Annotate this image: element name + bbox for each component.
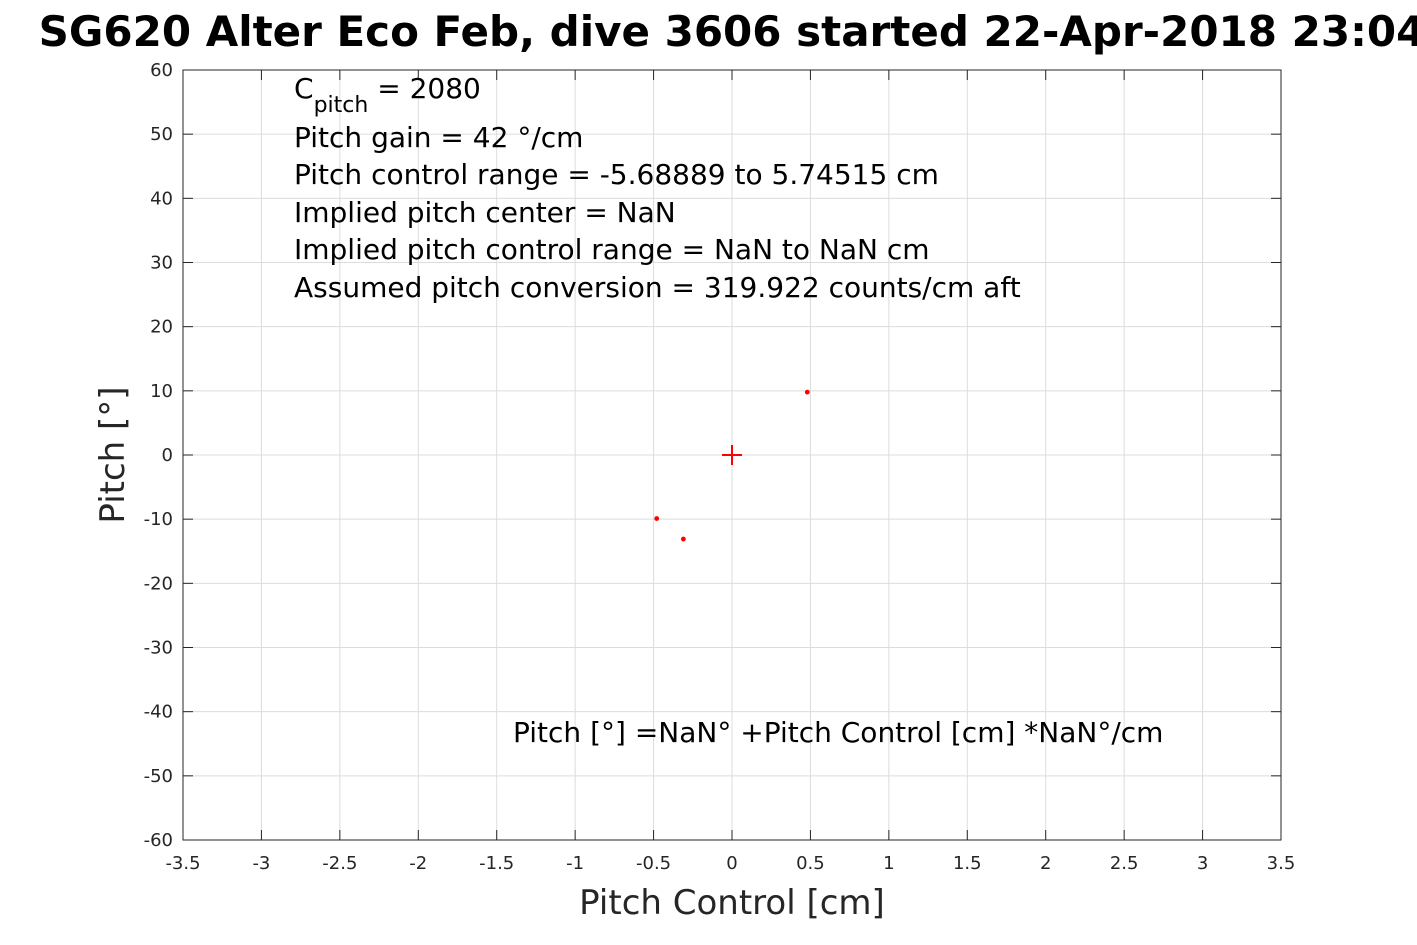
pitch-control-range-text: Pitch control range = -5.68889 to 5.7451… [294,158,939,191]
y-tick-label: 50 [150,124,173,145]
x-tick-label: -3 [252,853,270,874]
x-tick-label: 0 [726,853,737,874]
y-tick-label: 40 [150,188,173,209]
data-point [804,389,810,395]
implied-pitch-control-range-text: Implied pitch control range = NaN to NaN… [294,233,930,266]
data-series [654,389,810,542]
x-tick-label: 1 [883,853,894,874]
y-axis-label: Pitch [°] [93,386,133,523]
y-tick-label: -10 [144,509,173,530]
assumed-pitch-conversion-text: Assumed pitch conversion = 319.922 count… [294,271,1021,304]
y-tick-label: -60 [144,830,173,851]
x-tick-label: 1.5 [953,853,982,874]
c-pitch-main: C [294,72,314,105]
x-tick-label: 2.5 [1110,853,1139,874]
data-point [654,516,660,521]
center-plus-marker [722,445,742,465]
y-tick-labels: 60 50 40 30 20 10 0 -10 -20 -30 -40 -50 -60 [144,60,173,851]
pitch-gain-text: Pitch gain = 42 °/cm [294,121,583,154]
x-tick-label: 2 [1040,853,1051,874]
y-tick-label: -50 [144,766,173,787]
x-tick-labels: -3.5 -3 -2.5 -2 -1.5 -1 -0.5 0 0.5 1 1.5 2 2.5 3 3.5 [165,853,1295,874]
x-tick-label: 0.5 [796,853,825,874]
y-tick-label: -30 [144,638,173,659]
grid [182,69,1282,841]
c-pitch-value: = 2080 [368,72,481,105]
x-tick-label: -0.5 [636,853,671,874]
axis-ticks [182,69,1282,841]
y-tick-label: 30 [150,253,173,274]
chart-title: SG620 Alter Eco Feb, dive 3606 started 2… [39,7,1417,56]
y-tick-label: 20 [150,317,173,338]
annotation-block: Cpitch = 2080 Pitch gain = 42 °/cm Pitch… [294,72,1163,749]
c-pitch-subscript: pitch [314,93,369,118]
x-tick-label: 3 [1197,853,1208,874]
fit-equation-text: Pitch [°] =NaN° +Pitch Control [cm] *NaN… [513,716,1163,749]
y-tick-label: -40 [144,702,173,723]
implied-pitch-center-text: Implied pitch center = NaN [294,196,676,229]
x-tick-label: -2.5 [322,853,357,874]
x-axis-label: Pitch Control [cm] [579,883,885,923]
c-pitch-label: Cpitch = 2080 [294,72,481,118]
y-tick-label: -20 [144,573,173,594]
x-tick-label: -2 [409,853,427,874]
y-tick-label: 60 [150,60,173,81]
data-point [680,536,686,542]
x-tick-label: -3.5 [165,853,200,874]
x-tick-label: -1 [566,853,584,874]
y-tick-label: 10 [150,381,173,402]
y-tick-label: 0 [162,445,173,466]
x-tick-label: 3.5 [1267,853,1296,874]
x-tick-label: -1.5 [479,853,514,874]
